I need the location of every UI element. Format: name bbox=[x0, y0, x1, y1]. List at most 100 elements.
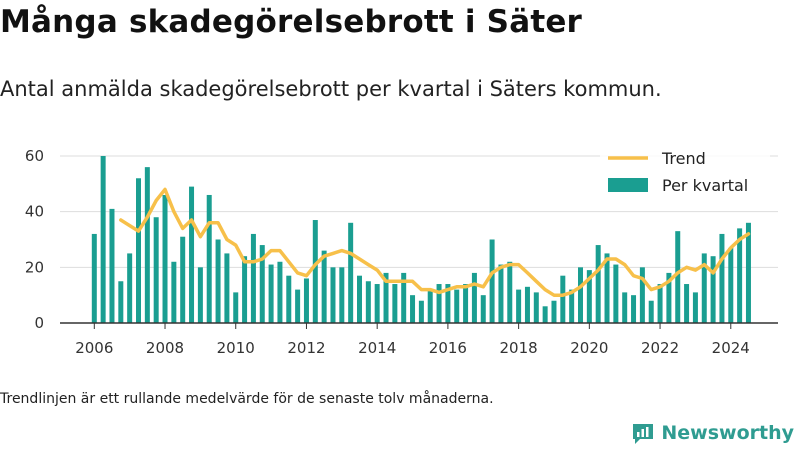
bar bbox=[303, 278, 309, 323]
y-tick-label: 20 bbox=[25, 258, 44, 276]
x-tick-label: 2024 bbox=[712, 339, 750, 357]
bar bbox=[339, 267, 345, 323]
bar bbox=[507, 261, 513, 323]
bar bbox=[118, 281, 124, 323]
bar bbox=[392, 284, 398, 323]
bar bbox=[471, 272, 477, 323]
bar bbox=[197, 267, 203, 323]
bar bbox=[162, 194, 168, 323]
bar bbox=[180, 236, 186, 323]
bar bbox=[498, 264, 504, 323]
bar bbox=[586, 270, 592, 323]
bar bbox=[215, 239, 221, 323]
bar bbox=[374, 284, 380, 323]
bar bbox=[533, 292, 539, 323]
x-tick-label: 2016 bbox=[429, 339, 467, 357]
bar bbox=[710, 256, 716, 323]
bar bbox=[365, 281, 371, 323]
bar bbox=[286, 275, 292, 323]
x-tick-label: 2012 bbox=[287, 339, 325, 357]
bar bbox=[109, 208, 115, 323]
bar bbox=[551, 300, 557, 323]
chart-subtitle: Antal anmälda skadegörelsebrott per kvar… bbox=[0, 77, 662, 101]
x-tick-label: 2018 bbox=[500, 339, 538, 357]
bar bbox=[383, 272, 389, 323]
bar bbox=[613, 264, 619, 323]
axes: 2006 2008 2010 2012 2014 2016 2018 2020 2022 2024 bbox=[60, 322, 778, 357]
bar bbox=[136, 178, 141, 323]
bar bbox=[569, 289, 575, 323]
bar bbox=[595, 245, 601, 323]
bar bbox=[91, 233, 97, 323]
bar bbox=[719, 233, 725, 323]
bar bbox=[480, 295, 486, 323]
footnote: Trendlinjen är ett rullande medelvärde f… bbox=[0, 391, 494, 407]
legend-bar-swatch bbox=[608, 178, 648, 192]
legend-trend-label: Trend bbox=[661, 149, 706, 168]
bar bbox=[171, 261, 177, 323]
x-tick-label: 2022 bbox=[641, 339, 679, 357]
bar bbox=[648, 300, 654, 323]
bar bbox=[657, 284, 663, 323]
bar bbox=[127, 253, 133, 323]
bar bbox=[330, 267, 336, 323]
bar bbox=[675, 231, 681, 323]
bar bbox=[639, 267, 645, 323]
bar bbox=[153, 217, 159, 323]
bar bbox=[489, 239, 495, 323]
chart-title: Många skadegörelsebrott i Säter bbox=[0, 4, 583, 40]
x-tick-label: 2020 bbox=[570, 339, 608, 357]
y-tick-label: 0 bbox=[34, 314, 44, 332]
bar bbox=[348, 222, 354, 323]
bar bbox=[463, 284, 469, 323]
bar-series bbox=[91, 156, 751, 323]
bar bbox=[410, 295, 416, 323]
bar bbox=[206, 194, 212, 323]
newsworthy-logo-icon bbox=[633, 424, 654, 444]
bar bbox=[312, 220, 318, 323]
bar bbox=[578, 267, 583, 323]
bar bbox=[560, 275, 566, 323]
bar bbox=[100, 156, 106, 323]
bar bbox=[692, 292, 698, 323]
bar bbox=[631, 295, 637, 323]
bar bbox=[622, 292, 628, 323]
bar bbox=[242, 256, 248, 323]
bar bbox=[401, 272, 407, 323]
x-tick-label: 2008 bbox=[146, 339, 184, 357]
bar bbox=[445, 284, 451, 323]
x-tick-label: 2010 bbox=[217, 339, 255, 357]
bar bbox=[436, 284, 442, 323]
y-tick-label: 60 bbox=[25, 147, 44, 165]
bar bbox=[728, 247, 734, 323]
bar bbox=[524, 286, 530, 323]
bar bbox=[427, 289, 433, 323]
trend-series bbox=[119, 187, 751, 297]
y-tick-label: 40 bbox=[25, 203, 44, 221]
bar bbox=[357, 275, 362, 323]
bar bbox=[701, 253, 707, 323]
bar bbox=[250, 233, 256, 323]
chart-area: 0 20 40 60 2006 2008 2010 2012 2014 2016 2018 2020… bbox=[25, 143, 778, 357]
bar bbox=[745, 222, 751, 323]
bar bbox=[604, 253, 610, 323]
brand-name: Newsworthy bbox=[661, 422, 794, 444]
bar bbox=[189, 186, 195, 323]
bar bbox=[454, 289, 460, 323]
brand-logo: Newsworthy bbox=[631, 418, 794, 448]
bar bbox=[666, 272, 672, 323]
legend-bar-label: Per kvartal bbox=[662, 176, 748, 195]
bar bbox=[259, 245, 265, 323]
bar bbox=[684, 284, 690, 323]
x-tick-label: 2014 bbox=[358, 339, 396, 357]
bar bbox=[321, 250, 327, 323]
bar bbox=[516, 289, 522, 323]
bar bbox=[144, 167, 150, 323]
bar bbox=[295, 289, 301, 323]
x-tick-label: 2006 bbox=[75, 339, 113, 357]
bar bbox=[737, 228, 743, 323]
bar bbox=[268, 264, 274, 323]
bar bbox=[224, 253, 230, 323]
legend: Trend Per kvartal bbox=[600, 143, 770, 201]
trend-line bbox=[119, 187, 751, 297]
